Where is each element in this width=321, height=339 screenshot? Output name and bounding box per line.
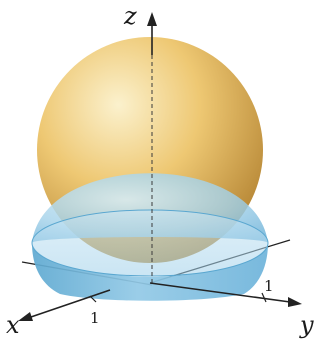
z-axis-label: z xyxy=(123,2,137,30)
hemisphere-base xyxy=(31,209,269,277)
z-axis-arrowhead xyxy=(147,12,157,26)
hemisphere xyxy=(31,173,269,301)
x-axis xyxy=(27,289,111,319)
y-tick-label: 1 xyxy=(264,277,274,295)
hemisphere-side xyxy=(32,243,268,301)
x-axis-arrowhead xyxy=(18,312,33,321)
y-axis-arrowhead xyxy=(288,297,302,307)
x-tick-mark xyxy=(89,295,97,303)
y-axis xyxy=(149,282,291,303)
axes-front xyxy=(18,12,302,321)
y-axis-label: y xyxy=(299,311,314,339)
y-tick-mark xyxy=(261,292,267,303)
x-axis-label: x xyxy=(6,311,20,339)
x-tick-label: 1 xyxy=(90,309,100,327)
